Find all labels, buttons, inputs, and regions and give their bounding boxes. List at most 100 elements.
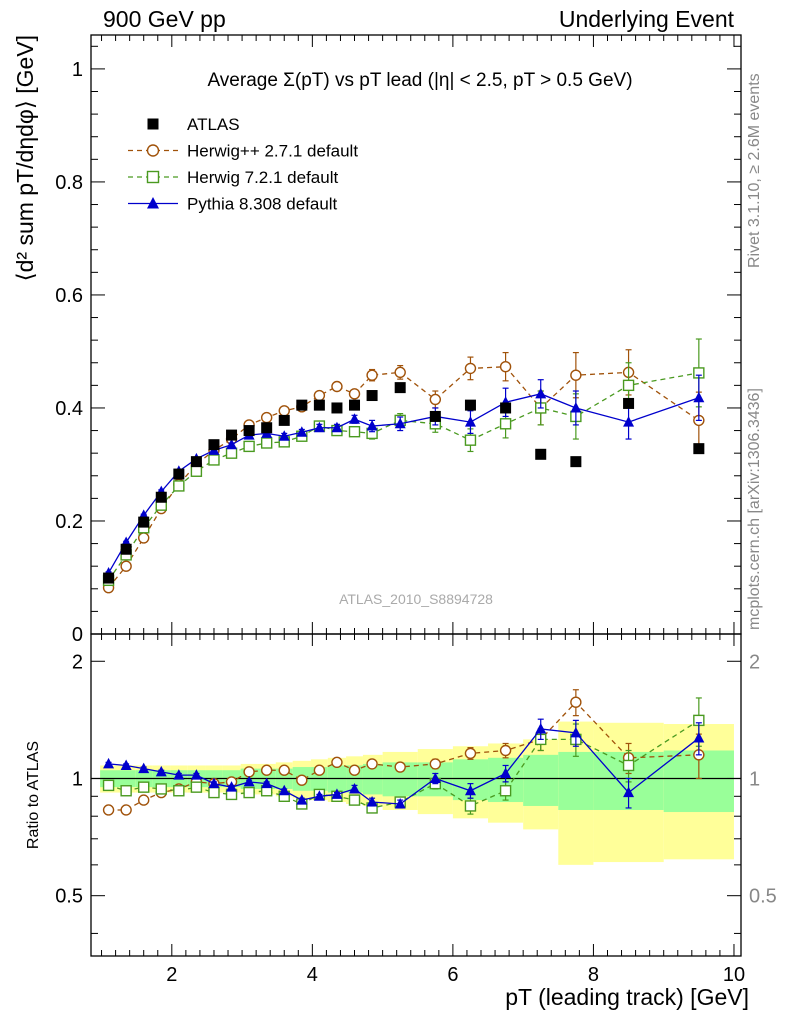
ratio-data-point <box>570 696 582 708</box>
data-point <box>429 393 442 406</box>
ratio-data-point <box>226 781 238 792</box>
data-point <box>278 414 290 426</box>
data-point <box>348 388 361 400</box>
data-point <box>313 389 326 402</box>
data-point <box>173 468 185 480</box>
ratio-data-point <box>570 726 582 738</box>
data-point <box>622 379 635 392</box>
legend: ATLAS Herwig++ 2.7.1 default Herwig 7.2.1 … <box>128 115 358 214</box>
ratio-data-point <box>394 797 406 809</box>
data-point <box>278 430 290 441</box>
ratio-data-point <box>103 757 115 769</box>
data-point <box>570 369 582 381</box>
data-point <box>366 390 378 402</box>
chart-title: Average Σ(pT) vs pT lead (|η| < 2.5, pT … <box>207 70 632 91</box>
data-point <box>313 399 325 411</box>
ratio-series-group <box>102 689 705 816</box>
data-point <box>225 447 238 459</box>
data-point <box>394 417 406 429</box>
ratio-data-point <box>464 784 476 796</box>
y-tick-label: 0.8 <box>55 172 83 194</box>
ratio-data-point <box>190 769 202 780</box>
ratio-series-line <box>108 701 699 811</box>
data-point <box>464 434 477 446</box>
legend-label: ATLAS <box>187 115 240 134</box>
ratio-data-point <box>155 765 167 777</box>
data-point <box>190 465 203 477</box>
x-tick-label: 4 <box>307 964 318 986</box>
ratio-bands <box>100 721 734 865</box>
data-point <box>331 421 343 433</box>
ratio-data-point <box>120 804 132 816</box>
ratio-y-axis-label: Ratio to ATLAS <box>25 741 42 849</box>
data-point <box>429 410 441 422</box>
data-point <box>226 429 238 441</box>
data-point <box>173 480 185 492</box>
ratio-data-point <box>208 786 220 799</box>
data-point <box>570 456 582 468</box>
data-point <box>208 454 220 466</box>
data-point <box>278 405 290 417</box>
ratio-data-point <box>138 762 150 774</box>
data-point <box>464 416 476 427</box>
data-point <box>464 399 476 411</box>
ratio-data-point <box>348 764 361 776</box>
ratio-data-point <box>349 782 361 794</box>
data-point <box>331 402 343 414</box>
ratio-data-point <box>155 783 167 795</box>
ratio-data-point <box>102 804 115 816</box>
ratio-y-tick-label-right: 1 <box>749 768 760 790</box>
data-point <box>296 399 308 411</box>
stat-uncertainty-band <box>523 754 559 806</box>
y-tick-label: 1 <box>72 59 83 81</box>
series-atlas <box>103 382 705 584</box>
ratio-data-point <box>331 756 343 769</box>
data-point <box>138 532 150 544</box>
legend-marker <box>147 197 159 209</box>
data-point <box>500 402 512 414</box>
data-point <box>394 366 406 379</box>
main-series-group <box>102 338 705 594</box>
x-axis-label: pT (leading track) [GeV] <box>505 984 749 1010</box>
y-axis-label: ⟨d² sum pT/dηdφ⟩ [GeV] <box>12 35 38 281</box>
ratio-data-point <box>243 766 255 778</box>
data-point <box>260 437 273 449</box>
x-tick-label: 6 <box>447 964 458 986</box>
ratio-data-point <box>278 764 290 776</box>
ratio-data-point <box>296 794 308 805</box>
ratio-data-point <box>296 774 308 786</box>
data-point <box>296 426 308 437</box>
series-line <box>108 372 699 581</box>
ratio-data-point <box>499 785 512 797</box>
ratio-data-point <box>331 788 343 799</box>
y-tick-label: 0.2 <box>55 511 83 533</box>
data-point <box>260 411 273 424</box>
ratio-data-point <box>243 786 255 799</box>
data-point <box>226 438 238 450</box>
ratio-data-point <box>429 758 442 770</box>
data-point <box>623 416 635 427</box>
legend-label: Herwig 7.2.1 default <box>187 168 338 187</box>
ratio-data-point <box>102 779 115 792</box>
ratio-series-line <box>108 719 700 809</box>
analysis-id: ATLAS_2010_S8894728 <box>339 591 493 607</box>
data-point <box>313 421 325 433</box>
ratio-data-point <box>429 772 441 783</box>
ratio-data-point <box>394 761 406 773</box>
ratio-data-point <box>313 790 325 801</box>
stat-uncertainty-band <box>362 763 383 795</box>
ratio-data-point <box>366 796 378 807</box>
data-point <box>120 543 132 555</box>
ratio-data-point <box>138 794 150 806</box>
y-tick-label: 0 <box>72 624 83 646</box>
header-right: Underlying Event <box>558 6 734 32</box>
data-point <box>120 560 132 572</box>
ratio-data-point <box>535 722 547 734</box>
data-point <box>366 369 378 381</box>
data-point <box>103 572 115 584</box>
ratio-series-line <box>108 728 700 805</box>
data-point <box>190 456 202 468</box>
data-point <box>348 425 361 438</box>
ratio-data-point <box>173 785 185 797</box>
